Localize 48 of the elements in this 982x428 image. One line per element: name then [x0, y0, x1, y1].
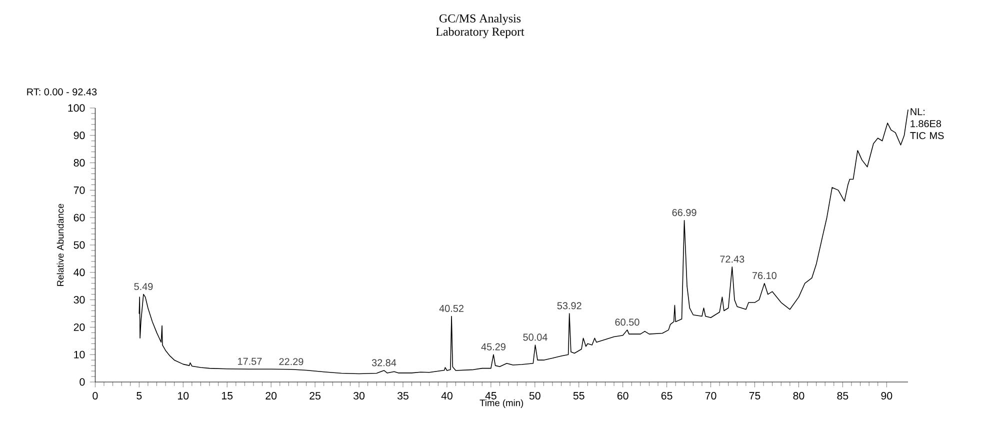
y-tick-label: 80 — [74, 159, 85, 167]
y-tick-label: 50 — [74, 241, 85, 249]
x-tick-label: 40 — [441, 392, 452, 400]
y-tick-label: 60 — [74, 214, 85, 222]
x-tick-label: 55 — [573, 392, 584, 400]
x-tick-label: 15 — [222, 392, 233, 400]
annotation: 32.84 — [372, 359, 396, 366]
annotation: 53.92 — [557, 302, 582, 310]
x-tick-label: 10 — [178, 392, 189, 400]
y-tick-label: 10 — [74, 350, 85, 358]
x-tick-label: 90 — [881, 392, 892, 400]
annotation: 5.49 — [134, 282, 153, 290]
annotation: 76.10 — [752, 272, 776, 280]
annotation: 40.52 — [439, 304, 464, 312]
x-axis-title: Time (min) — [480, 399, 524, 408]
chart-subtitle: Laboratory Report — [436, 27, 524, 38]
x-tick-label: 65 — [661, 392, 672, 400]
y-tick-label: 30 — [74, 296, 85, 304]
annotation: 66.99 — [672, 209, 696, 216]
x-tick-label: 50 — [529, 392, 540, 400]
y-tick-label: 20 — [74, 323, 85, 331]
y-tick-label: 70 — [74, 186, 85, 194]
x-tick-label: 0 — [92, 392, 98, 400]
y-tick-label: 90 — [74, 132, 85, 140]
x-tick-label: 85 — [837, 392, 848, 400]
annotation: 50.04 — [523, 334, 548, 341]
text: NL: 1.86E8 TIC MS — [910, 108, 944, 140]
annotation: 45.29 — [481, 343, 506, 350]
x-tick-label: 75 — [749, 392, 760, 400]
x-tick-label: 5 — [136, 392, 142, 400]
y-tick-label: 0 — [80, 378, 85, 386]
chart-title: GC/MS Analysis — [439, 14, 521, 25]
x-tick-label: 35 — [397, 392, 408, 400]
x-tick-label: 70 — [705, 392, 716, 400]
x-tick-label: 60 — [617, 392, 628, 400]
y-tick-label: 100 — [68, 104, 85, 112]
x-tick-label: 20 — [266, 392, 277, 400]
annotation: 60.50 — [615, 318, 640, 326]
annotation: 17.57 — [238, 358, 262, 365]
annotation: 22.29 — [279, 358, 304, 366]
x-tick-label: 80 — [793, 392, 804, 400]
x-tick-label: 45 — [485, 392, 496, 400]
x-tick-label: 30 — [354, 392, 365, 400]
y-tick-label: 40 — [74, 268, 85, 276]
x-tick-label: 25 — [310, 392, 321, 400]
annotation: 72.43 — [720, 256, 744, 263]
y-axis-title: Relative Abundance — [56, 204, 64, 286]
text: RT: 0.00 - 92.43 — [27, 88, 97, 96]
